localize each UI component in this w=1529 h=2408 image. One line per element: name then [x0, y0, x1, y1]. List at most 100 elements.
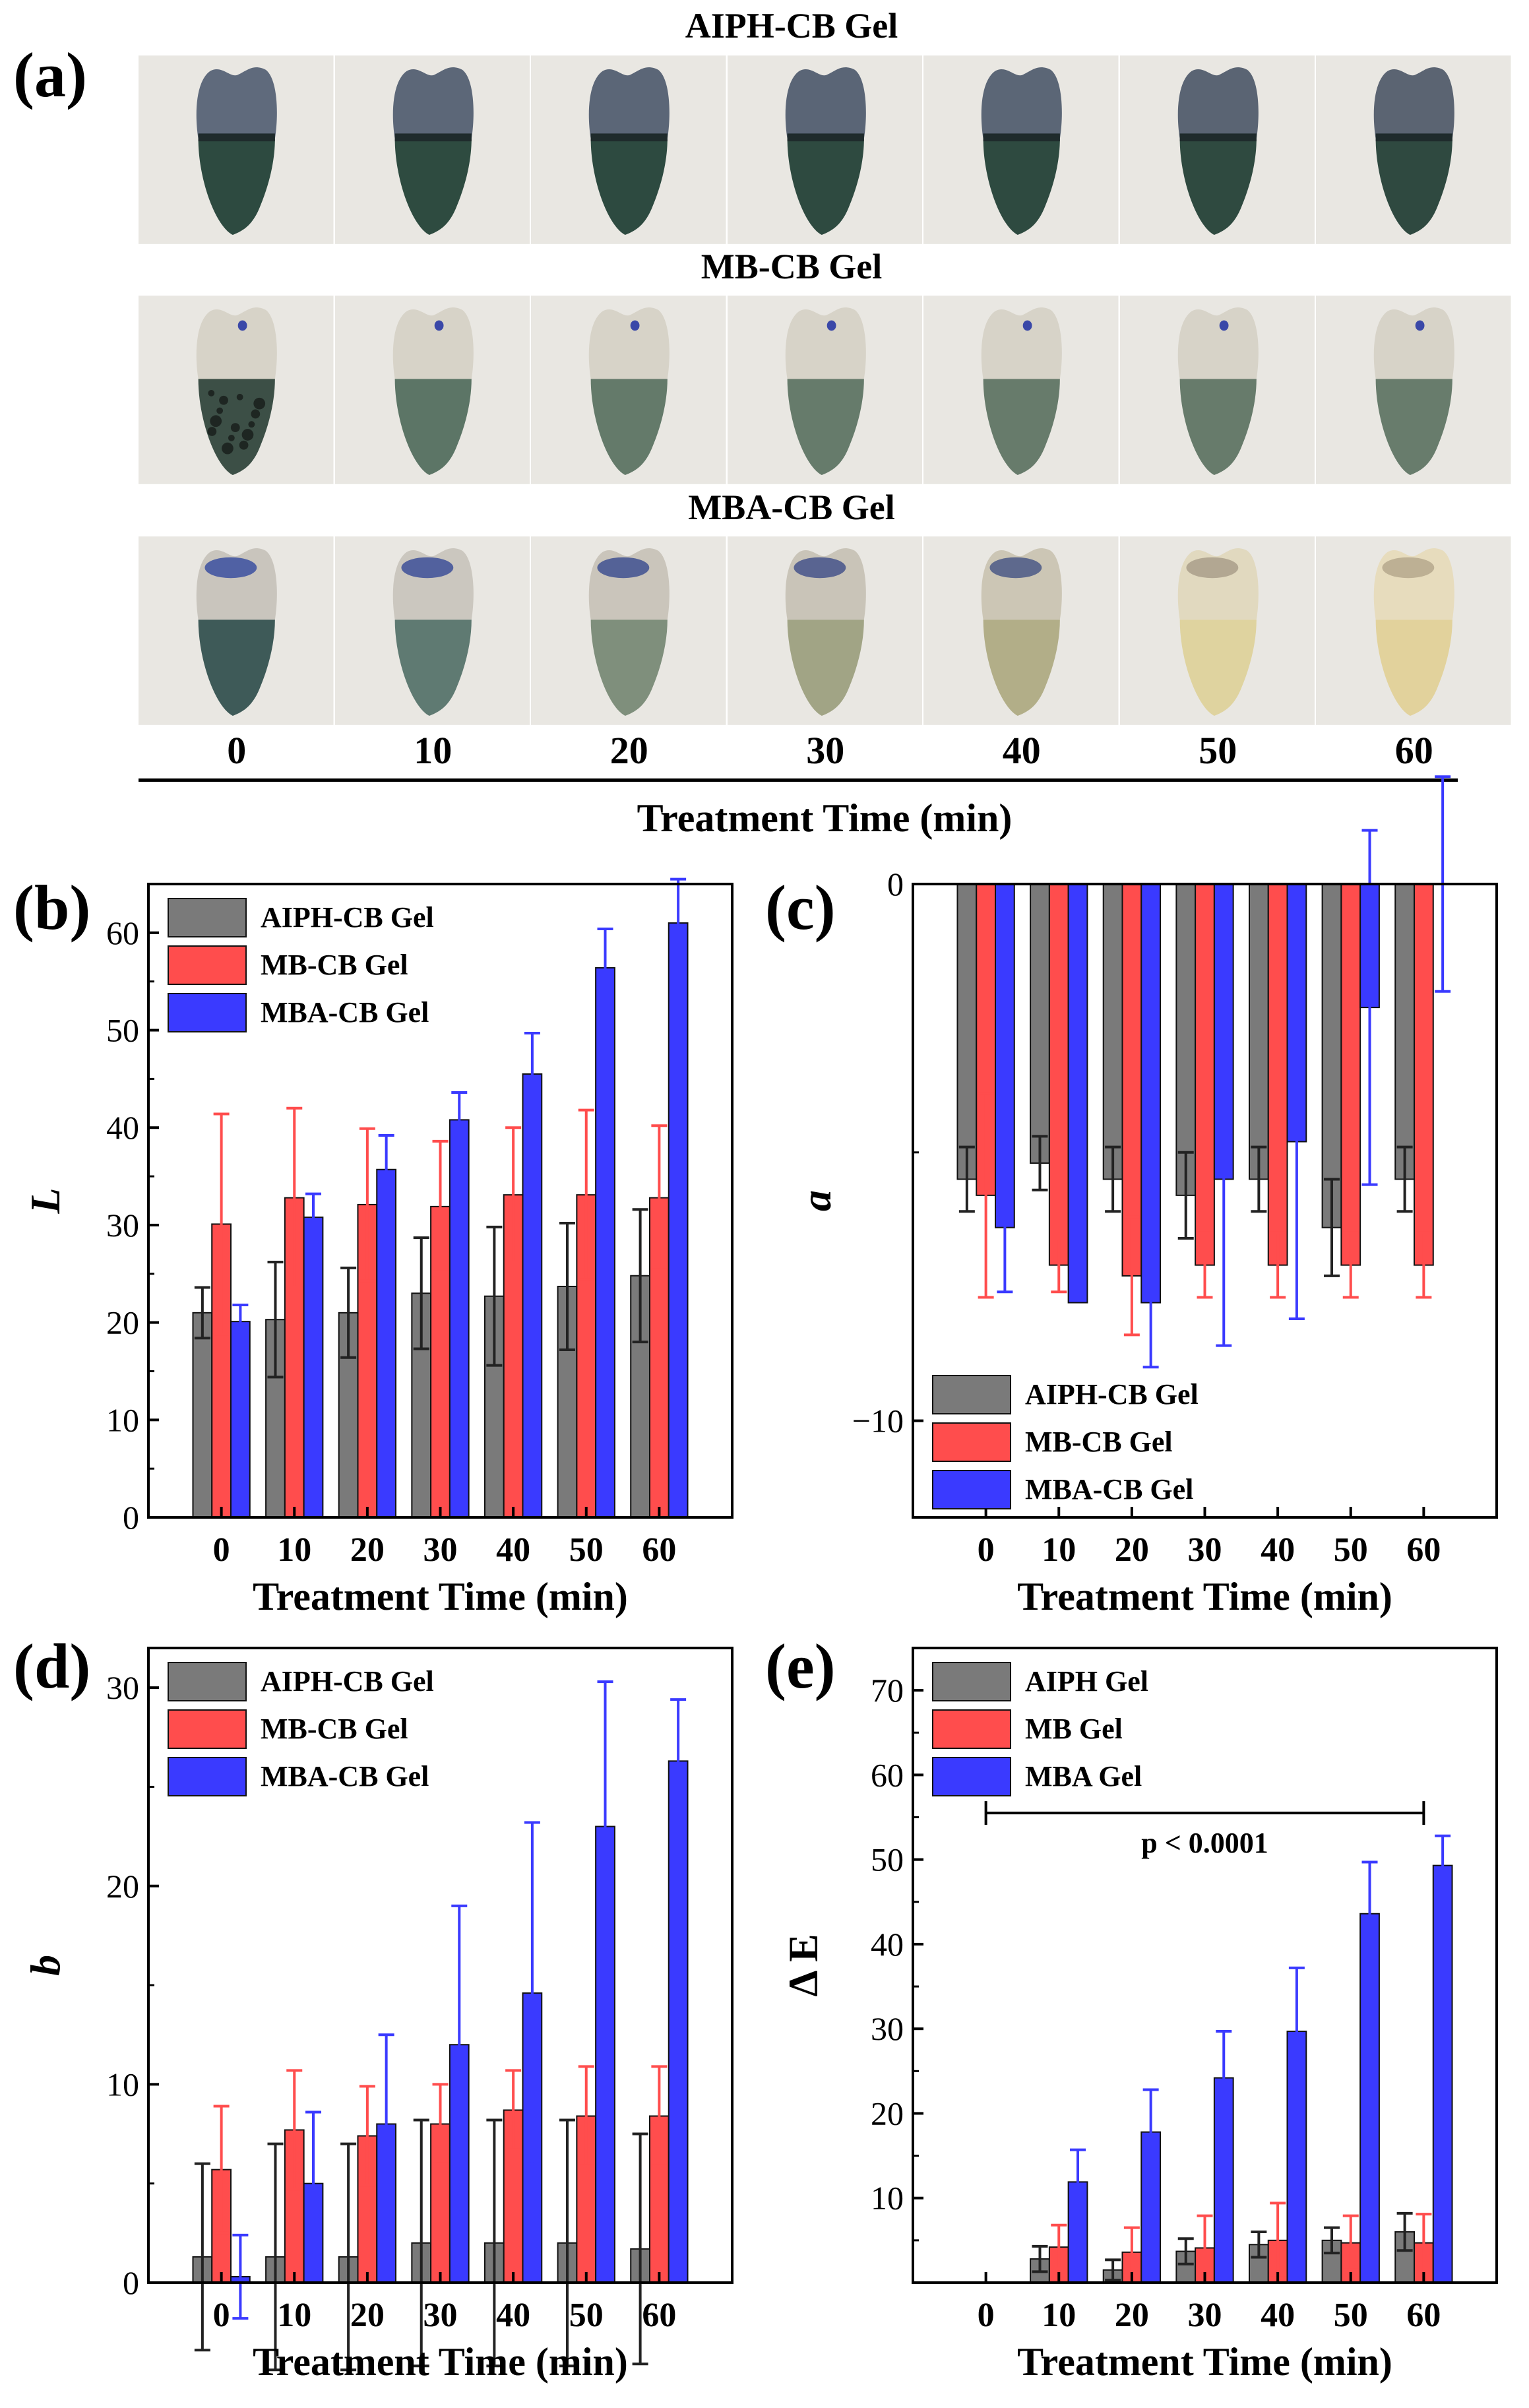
tooth-crown: [1373, 307, 1454, 379]
x-tick-label: 40: [1261, 1531, 1295, 1569]
legend-swatch-e-s0: [932, 1662, 1011, 1701]
tooth-crown: [981, 67, 1062, 139]
tooth-root: [983, 619, 1060, 716]
tooth-speckle: [222, 442, 234, 455]
tooth-speckle: [236, 393, 243, 400]
x-tick-label: 10: [1042, 2297, 1076, 2334]
tooth-speckle: [248, 421, 255, 428]
legend-swatch-b-s0: [168, 898, 247, 937]
legend-swatch-d-s1: [168, 1709, 247, 1749]
x-tick-label: 50: [569, 1531, 604, 1569]
tooth-photo-mb-40: [923, 294, 1119, 486]
tooth-photo-mb-10: [334, 294, 530, 486]
y-tick-label: 70: [871, 1672, 904, 1709]
x-tick-label: 20: [1115, 1531, 1149, 1569]
bar-c-s0-50: [1321, 883, 1342, 1228]
legend-label-e-s2: MBA Gel: [1025, 1760, 1142, 1792]
tooth-crown: [1177, 307, 1259, 379]
tooth-crown: [588, 67, 670, 139]
x-tick-label: 60: [1406, 2297, 1441, 2334]
tooth-speckle: [216, 407, 224, 414]
x-axis-label-e: Treatment Time (min): [1017, 2340, 1392, 2384]
panel-d-letter: (d): [13, 1631, 91, 1701]
tooth-stain: [400, 557, 453, 579]
x-tick-label: 60: [642, 2297, 676, 2334]
tooth-cut-line: [1179, 133, 1257, 142]
chart-d: 0 10 20 30 0 10 20 30 40 50 60 Treatment Time (min)…: [22, 1647, 733, 2384]
tooth-stain: [597, 557, 650, 579]
tooth-photo-aiph-10: [334, 54, 530, 245]
tooth-speckle: [239, 440, 249, 450]
x-tick-label: 20: [1115, 2297, 1149, 2334]
tooth-stain: [1382, 557, 1435, 579]
tooth-root: [1375, 619, 1452, 716]
bar-b-s2-30: [449, 1119, 470, 1518]
tooth-root: [1375, 379, 1452, 476]
tooth-photo-mba-10: [334, 535, 530, 726]
bar-c-s1-50: [1340, 883, 1361, 1266]
tooth-stain: [793, 557, 846, 579]
y-tick-label: 0: [123, 2264, 139, 2301]
tooth-photo-mba-20: [531, 535, 726, 726]
y-tick-label: 0: [887, 866, 904, 903]
legend-swatch-c-s0: [932, 1375, 1011, 1414]
legend-label-e-s0: AIPH Gel: [1025, 1665, 1148, 1697]
bar-c-s1-10: [1048, 883, 1069, 1266]
panel-a-axis-label: Treatment Time (min): [637, 796, 1013, 840]
bar-b-s0-0: [192, 1312, 213, 1518]
tooth-root: [787, 379, 864, 476]
legend-label-b-s1: MB-CB Gel: [261, 949, 408, 981]
x-tick-label: 10: [1042, 1531, 1076, 1569]
tooth-speckle: [210, 415, 222, 428]
tooth-root: [394, 139, 472, 236]
tooth-speckle: [219, 395, 228, 405]
tooth-root: [198, 139, 275, 236]
tooth-photo-aiph-20: [531, 54, 726, 245]
tooth-photo-mba-40: [923, 535, 1119, 726]
time-label: 50: [1199, 729, 1237, 772]
tooth-photo-mb-20: [531, 294, 726, 486]
tooth-photo-aiph-50: [1119, 54, 1315, 245]
x-tick-label: 30: [1188, 2297, 1222, 2334]
legend-e: AIPH Gel MB Gel MBA Gel: [932, 1662, 1148, 1796]
x-tick-label: 30: [1188, 1531, 1222, 1569]
tooth-crown: [981, 307, 1062, 379]
bar-c-s1-30: [1195, 883, 1215, 1266]
tooth-root: [590, 379, 668, 476]
x-axis-label-c: Treatment Time (min): [1017, 1575, 1392, 1618]
bar-c-s0-10: [1030, 883, 1050, 1164]
tooth-crown: [392, 307, 474, 379]
bar-b-s2-40: [522, 1073, 543, 1518]
tooth-photo-mb-0: [139, 294, 334, 486]
bar-c-s2-10: [1067, 883, 1088, 1304]
tooth-cut-line: [394, 133, 472, 142]
y-tick-label: 30: [871, 2010, 904, 2047]
tooth-photo-aiph-60: [1316, 54, 1511, 245]
tooth-stain: [1022, 320, 1032, 331]
tooth-root: [198, 619, 275, 716]
x-tick-label: 10: [277, 1531, 311, 1569]
y-axis-label-c: a: [793, 1190, 840, 1211]
bar-b-s2-50: [595, 967, 615, 1518]
tooth-stain: [989, 557, 1042, 579]
x-tick-label: 40: [496, 1531, 530, 1569]
y-tick-label: 50: [871, 1841, 904, 1878]
legend-label-c-s0: AIPH-CB Gel: [1025, 1378, 1199, 1410]
bar-c-s1-60: [1413, 883, 1434, 1266]
panel-a-letter: (a): [13, 40, 87, 110]
bar-d-s2-60: [668, 1760, 689, 2283]
legend-swatch-d-s0: [168, 1662, 247, 1701]
bar-e-s2-60: [1432, 1864, 1453, 2283]
x-tick-label: 50: [1334, 2297, 1368, 2334]
tooth-photo-mb-30: [727, 294, 922, 486]
tooth-root: [787, 619, 864, 716]
tooth-cut-line: [590, 133, 668, 142]
y-axis-label-d: b: [22, 1955, 69, 1976]
tooth-stain: [204, 557, 257, 579]
tooth-crown: [196, 307, 277, 379]
tooth-stain: [237, 320, 247, 331]
tooth-root: [394, 619, 472, 716]
tooth-speckle: [251, 409, 261, 419]
y-tick-label: 20: [106, 1868, 139, 1905]
legend-swatch-d-s2: [168, 1757, 247, 1796]
